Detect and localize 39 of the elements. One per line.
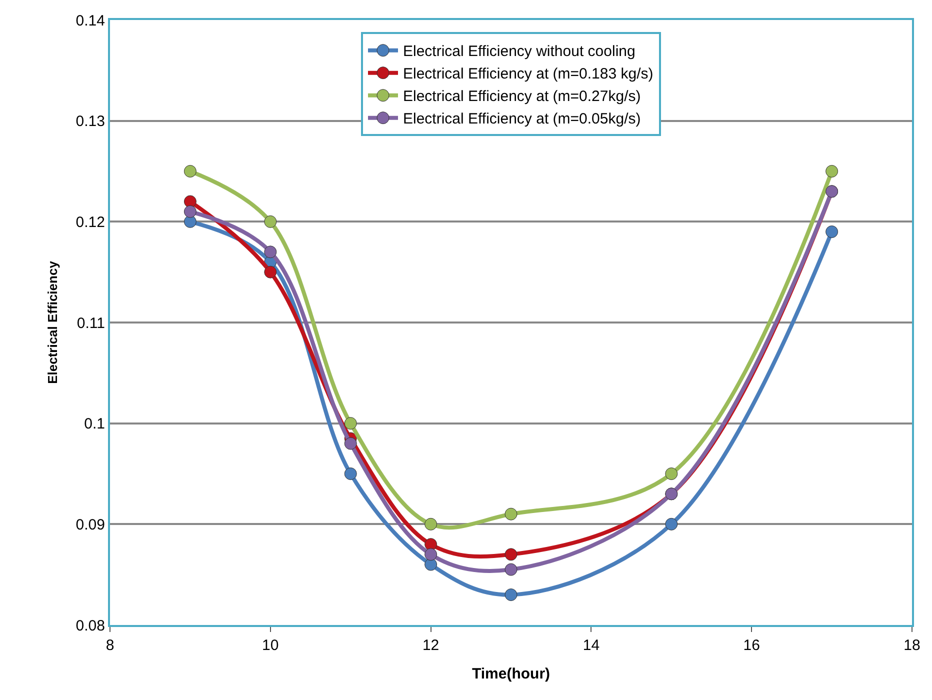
y-tick-label: 0.1 [84, 416, 105, 433]
x-tick-label: 8 [106, 637, 114, 654]
y-tick-label: 0.14 [76, 12, 105, 30]
legend-label: Electrical Efficiency at (m=0.27kg/s) [403, 88, 641, 106]
x-tick-label: 12 [422, 637, 440, 654]
point [424, 558, 438, 571]
legend-label: Electrical Efficiency at (m=0.183 kg/s) [403, 66, 654, 83]
point [184, 165, 196, 178]
y-tick-label: 0.09 [76, 516, 105, 534]
point [344, 417, 357, 430]
point [344, 468, 357, 480]
point [504, 588, 518, 601]
legend-label: Electrical Efficiency without cooling [403, 43, 636, 60]
point [665, 518, 678, 530]
y-tick-label: 0.12 [76, 214, 105, 231]
legend-label: Electrical Efficiency at (m=0.05kg/s) [403, 110, 641, 128]
point [504, 548, 518, 561]
y-tick-label: 0.13 [76, 113, 105, 130]
point [184, 195, 196, 208]
point [344, 437, 357, 450]
y-axis-title: Electrical Efficiency [45, 260, 60, 384]
y-tick-label: 0.11 [76, 314, 105, 332]
point [826, 226, 838, 238]
point [184, 205, 196, 218]
point [424, 518, 438, 530]
point [504, 563, 518, 576]
point [665, 468, 678, 480]
point [264, 246, 277, 258]
point [264, 266, 277, 278]
y-tick-label: 0.08 [76, 617, 105, 634]
x-tick-label: 18 [904, 637, 920, 654]
x-tick-label: 10 [262, 637, 279, 654]
x-tick-label: 14 [582, 637, 600, 654]
point [264, 215, 277, 228]
point [424, 548, 438, 561]
x-axis-title: Time(hour) [472, 666, 550, 682]
point [504, 508, 518, 520]
point [826, 165, 838, 178]
x-tick-label: 16 [743, 637, 760, 654]
